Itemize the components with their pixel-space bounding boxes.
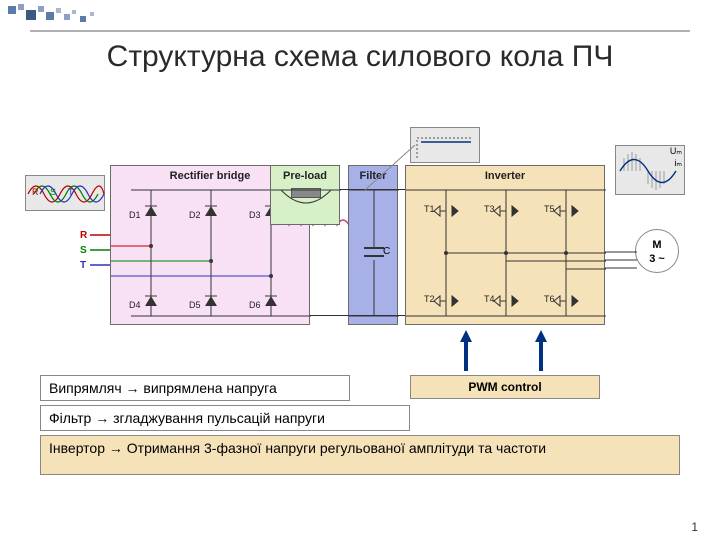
wave-label-s: S <box>50 187 56 197</box>
label-d1: D1 <box>129 210 141 220</box>
output-waveform-callout: Uₘ iₘ <box>615 145 685 195</box>
motor-wires <box>605 250 640 270</box>
input-terminal-s: S <box>80 245 87 256</box>
circuit-diagram: R S T R S T Rectifier bridge <box>30 155 690 365</box>
deco-square <box>8 6 16 14</box>
label-d6: D6 <box>249 300 261 310</box>
label-t1: T1 <box>424 204 435 214</box>
slide-title: Структурна схема силового кола ПЧ <box>0 40 720 74</box>
page-number: 1 <box>691 520 698 534</box>
label-d4: D4 <box>129 300 141 310</box>
motor-label-m: M <box>636 238 678 252</box>
deco-square <box>18 4 24 10</box>
label-d3: D3 <box>249 210 261 220</box>
wave-label-r: R <box>32 187 39 197</box>
caption-inverter-text: Інвертор → Отримання 3-фазної напруги ре… <box>49 440 546 456</box>
deco-square <box>46 12 54 20</box>
label-t6: T6 <box>544 294 555 304</box>
pwm-control-label: PWM control <box>468 380 541 394</box>
input-terminal-r: R <box>80 230 87 241</box>
label-t4: T4 <box>484 294 495 304</box>
label-d5: D5 <box>189 300 201 310</box>
deco-square <box>64 14 70 20</box>
label-d2: D2 <box>189 210 201 220</box>
output-u-label: Uₘ <box>670 146 682 157</box>
wave-label-t: T <box>68 187 74 197</box>
corner-decoration <box>0 0 140 30</box>
caption-filter: Фільтр → згладжування пульсацій напруги <box>40 405 410 431</box>
motor-symbol: M 3 ~ <box>635 229 679 273</box>
inverter-block: Inverter <box>405 165 605 325</box>
flat-dc-icon <box>411 128 481 164</box>
caption-filter-text: Фільтр → згладжування пульсацій напруги <box>49 410 325 426</box>
deco-square <box>80 16 86 22</box>
output-i-label: iₘ <box>674 158 682 169</box>
caption-inverter: Інвертор → Отримання 3-фазної напруги ре… <box>40 435 680 475</box>
preload-wires <box>271 166 341 226</box>
pwm-arrow-stem-2 <box>539 341 543 371</box>
inverter-schematic <box>406 166 606 326</box>
label-t5: T5 <box>544 204 555 214</box>
capacitor-label: C <box>383 246 390 257</box>
horizontal-rule <box>30 30 690 32</box>
deco-square <box>38 6 44 12</box>
deco-square <box>56 8 61 13</box>
dc-bus-bottom <box>310 315 405 316</box>
deco-square <box>26 10 36 20</box>
preload-block: Pre-load <box>270 165 340 225</box>
label-t3: T3 <box>484 204 495 214</box>
input-terminal-t: T <box>80 260 86 271</box>
pwm-arrow-stem-1 <box>464 341 468 371</box>
input-waveform-callout: R S T <box>25 175 105 211</box>
deco-square <box>72 10 76 14</box>
caption-rectifier: Випрямляч → випрямлена напруга <box>40 375 350 401</box>
label-t2: T2 <box>424 294 435 304</box>
motor-label-3phase: 3 ~ <box>636 252 678 266</box>
caption-rectifier-text: Випрямляч → випрямлена напруга <box>49 380 277 396</box>
rectified-waveform-callout <box>410 127 480 163</box>
pwm-control-box: PWM control <box>410 375 600 399</box>
deco-square <box>90 12 94 16</box>
